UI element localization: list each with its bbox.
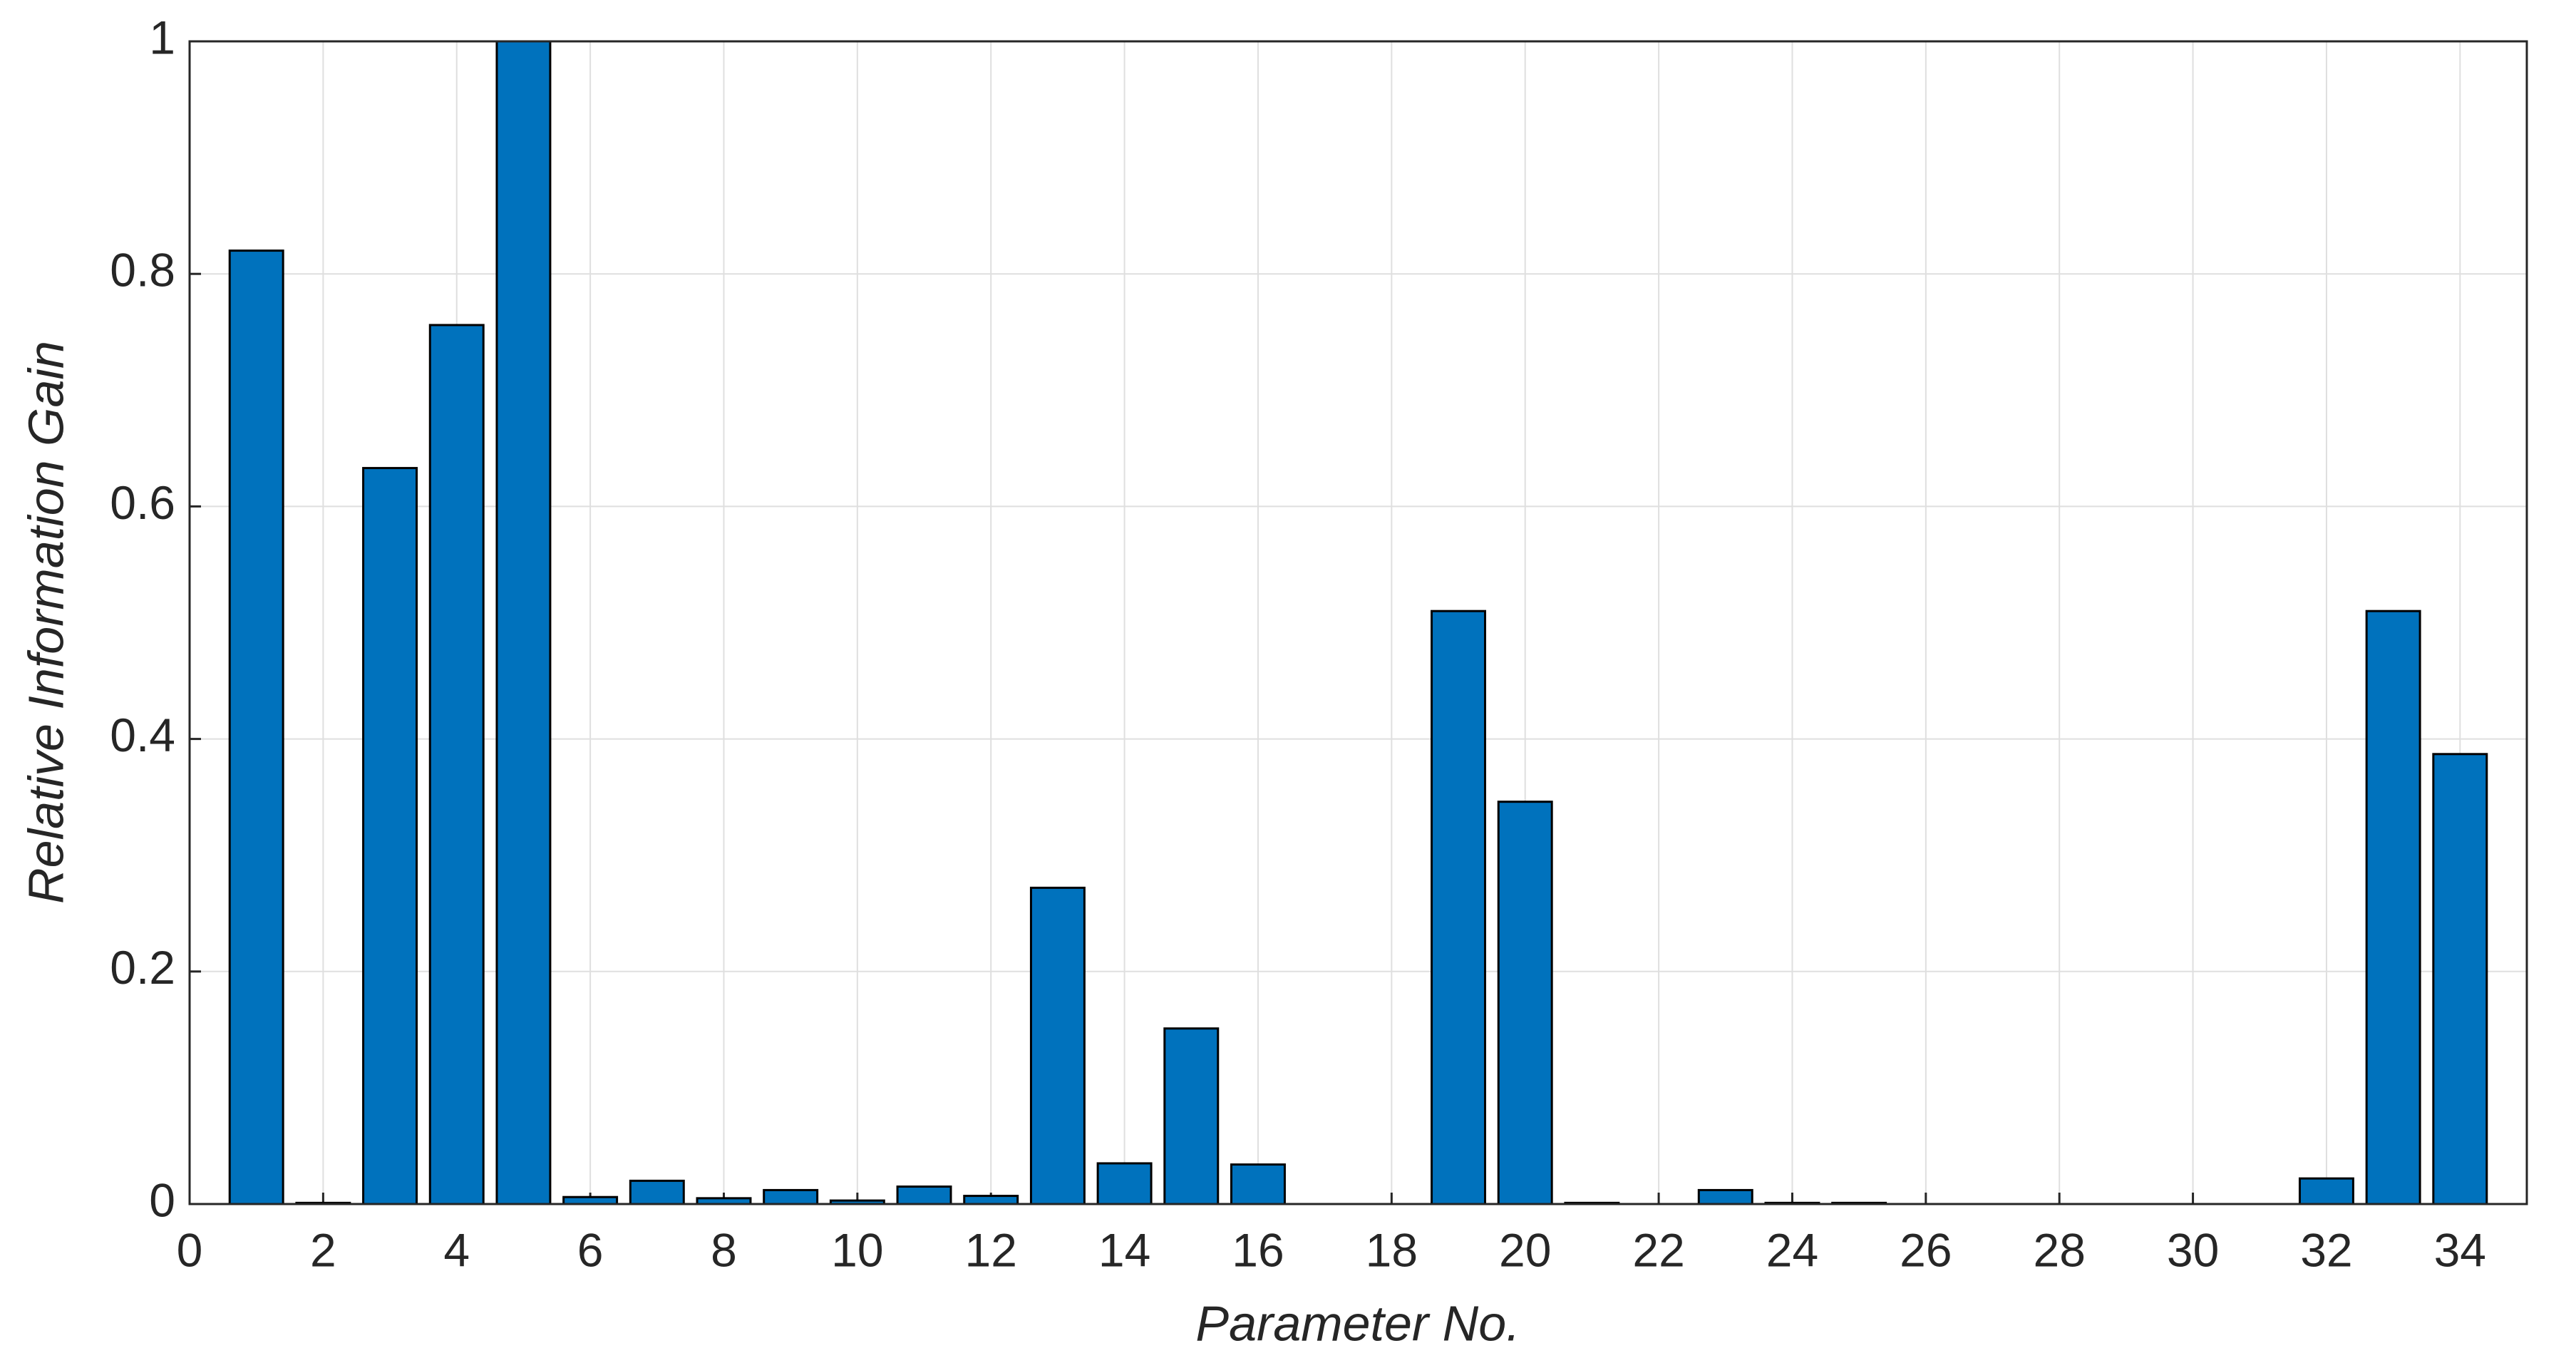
bar — [1230, 1163, 1286, 1205]
x-tick-label: 22 — [1632, 1223, 1684, 1276]
y-tick-label: 1 — [149, 11, 175, 63]
x-tick-label: 24 — [1766, 1223, 1818, 1276]
x-tick-label: 6 — [577, 1223, 604, 1276]
bar — [428, 324, 485, 1205]
y-axis-label: Relative Information Gain — [18, 341, 73, 904]
bar — [1096, 1162, 1153, 1205]
y-tick-label: 0 — [149, 1173, 175, 1226]
bar — [896, 1185, 952, 1205]
x-tick-label: 28 — [2033, 1223, 2085, 1276]
x-tick-label: 16 — [1232, 1223, 1284, 1276]
x-tick-label: 10 — [831, 1223, 883, 1276]
bar — [495, 40, 552, 1205]
x-axis-label: Parameter No. — [1195, 1295, 1520, 1351]
bar — [1497, 801, 1553, 1205]
x-tick-label: 4 — [443, 1223, 470, 1276]
y-tick-label: 0.2 — [110, 941, 175, 994]
x-tick-label: 12 — [965, 1223, 1017, 1276]
axes-box — [188, 40, 2528, 1205]
bar — [362, 467, 418, 1205]
bar — [2365, 610, 2421, 1205]
x-tick-label: 18 — [1366, 1223, 1418, 1276]
bar — [1697, 1188, 1753, 1205]
bar — [2298, 1177, 2354, 1205]
bar — [228, 250, 284, 1205]
x-tick-label: 20 — [1499, 1223, 1551, 1276]
x-tick-label: 34 — [2434, 1223, 2486, 1276]
x-tick-label: 0 — [177, 1223, 203, 1276]
y-tick-label: 0.4 — [110, 709, 175, 761]
bar — [963, 1195, 1019, 1205]
x-tick-label: 2 — [310, 1223, 336, 1276]
bar — [763, 1188, 819, 1205]
bar — [1431, 610, 1487, 1205]
y-tick-label: 0.6 — [110, 476, 175, 529]
bar — [1029, 886, 1086, 1205]
x-tick-label: 8 — [711, 1223, 737, 1276]
x-tick-label: 32 — [2300, 1223, 2352, 1276]
bar — [629, 1179, 685, 1205]
y-tick-label: 0.8 — [110, 244, 175, 297]
x-tick-label: 26 — [1900, 1223, 1952, 1276]
bar — [2432, 753, 2488, 1205]
x-tick-label: 14 — [1098, 1223, 1150, 1276]
bar — [1163, 1027, 1220, 1205]
x-tick-label: 30 — [2167, 1223, 2219, 1276]
